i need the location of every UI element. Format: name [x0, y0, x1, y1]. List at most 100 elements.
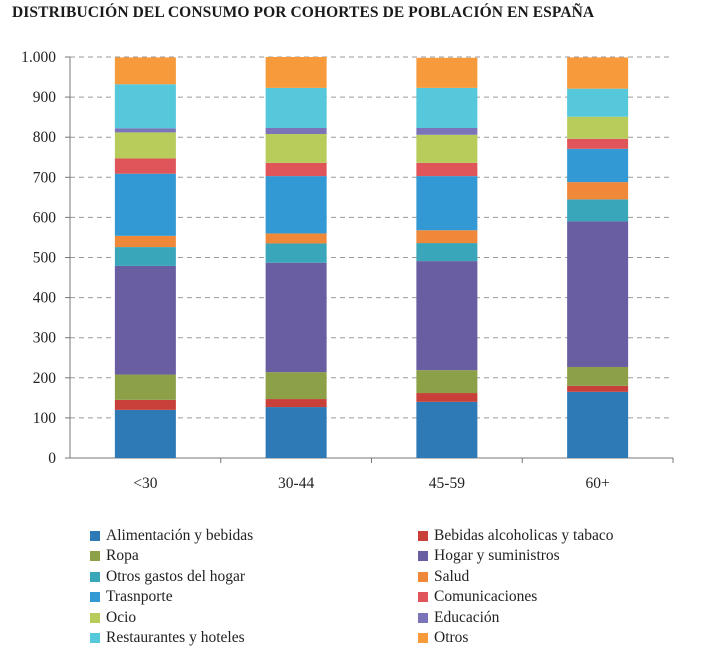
y-tick-label: 200 — [33, 370, 57, 387]
y-tick-label: 700 — [33, 169, 57, 186]
bar-segment — [114, 247, 176, 266]
legend-label: Trasnporte — [106, 588, 173, 606]
legend-item: Otros gastos del hogar — [90, 568, 245, 586]
legend-label: Educación — [434, 608, 500, 626]
stacked-bar-chart: 0 100 200 300 400 500 600 700 800 900 1.000 <30 30-4… — [21, 49, 674, 492]
legend-label: Ocio — [106, 608, 137, 626]
bar-segment — [567, 182, 629, 200]
bar-segment — [114, 158, 176, 174]
bar-segment — [114, 57, 176, 85]
legend-label: Hogar y suministros — [434, 547, 560, 565]
bar-segment — [265, 57, 327, 88]
legend-item: Comunicaciones — [418, 588, 537, 606]
bar-segment — [416, 261, 478, 371]
legend-swatch — [418, 531, 428, 541]
legend-swatch — [418, 551, 428, 562]
bar-segment — [416, 127, 478, 135]
bar-segment — [416, 370, 478, 394]
bar-segment — [416, 393, 478, 402]
y-tick-label: 300 — [33, 330, 57, 347]
bar-segment — [416, 162, 478, 177]
legend-label: Otros — [434, 629, 469, 646]
legend-swatch — [90, 633, 100, 643]
bar-segment — [265, 87, 327, 128]
legend-label: Restaurantes y hoteles — [106, 629, 245, 646]
legend-item: Alimentación y bebidas — [90, 527, 253, 545]
bar-segment — [114, 399, 176, 410]
legend-item: Ocio — [90, 609, 136, 627]
y-tick-label: 1.000 — [21, 49, 56, 66]
legend-swatch — [90, 592, 100, 603]
legend-label: Otros gastos del hogar — [106, 567, 246, 585]
legend-item: Salud — [418, 568, 469, 586]
bar-segment — [265, 133, 327, 163]
bar-segment — [265, 176, 327, 234]
legend-item: Otros — [418, 629, 468, 647]
bar-segment — [416, 134, 478, 163]
y-tick-label: 500 — [33, 250, 57, 267]
bar-segment — [114, 84, 176, 129]
legend-label: Alimentación y bebidas — [106, 527, 254, 544]
x-tick-label: <30 — [133, 475, 157, 492]
bar-segment — [567, 148, 629, 183]
bar-segment — [114, 374, 176, 400]
x-tick-label: 60+ — [586, 475, 610, 492]
bar-segment — [265, 399, 327, 408]
y-tick-label: 0 — [48, 450, 56, 467]
bar-segment — [265, 372, 327, 400]
y-tick-label: 900 — [33, 89, 57, 106]
bar-segment — [265, 407, 327, 458]
legend-label: Comunicaciones — [434, 588, 538, 606]
bar-segment — [265, 127, 327, 134]
bar-segment — [114, 235, 176, 248]
y-tick-label: 100 — [33, 410, 57, 427]
bar-segment — [567, 116, 629, 139]
bar-segment — [114, 128, 176, 133]
bar-segment — [265, 162, 327, 177]
bar-segment — [114, 132, 176, 159]
bar-segment — [567, 391, 629, 458]
legend-swatch — [90, 531, 100, 541]
legend-swatch — [418, 633, 428, 643]
bar-segment — [567, 88, 629, 117]
chart-title: DISTRIBUCIÓN DEL CONSUMO POR COHORTES DE… — [12, 4, 595, 21]
legend-swatch — [90, 612, 100, 623]
bar-segment — [567, 138, 629, 149]
bar-segment — [416, 243, 478, 262]
bar-segment — [567, 57, 629, 89]
bar-segment — [416, 401, 478, 458]
y-tick-label: 800 — [33, 129, 57, 146]
bar-segment — [265, 262, 327, 373]
bar-segment — [114, 265, 176, 375]
x-tick-label: 45-59 — [429, 475, 465, 492]
bar-segment — [567, 199, 629, 222]
x-tick-label: 30-44 — [278, 475, 314, 492]
bar-segment — [567, 385, 629, 392]
legend-swatch — [90, 551, 100, 562]
legend-item: Trasnporte — [90, 588, 173, 606]
y-tick-label: 600 — [33, 209, 57, 226]
legend-item: Bebidas alcoholicas y tabaco — [418, 527, 613, 545]
bar-segment — [114, 173, 176, 236]
bar-segment — [567, 221, 629, 367]
legend-item: Ropa — [90, 547, 139, 565]
legend-swatch — [418, 571, 428, 582]
bar-segment — [416, 87, 478, 128]
bar-segment — [416, 230, 478, 244]
y-tick-label: 400 — [33, 290, 57, 307]
bar-segment — [265, 233, 327, 244]
bar-segment — [416, 57, 478, 88]
bar-segment — [567, 366, 629, 386]
legend-swatch — [90, 571, 100, 582]
legend-item: Hogar y suministros — [418, 547, 560, 565]
bar-segment — [416, 176, 478, 231]
legend-label: Salud — [434, 567, 470, 585]
legend-swatch — [418, 612, 428, 623]
legend-label: Bebidas alcoholicas y tabaco — [434, 527, 614, 544]
legend-item: Restaurantes y hoteles — [90, 629, 245, 647]
bar-segment — [114, 409, 176, 458]
legend-swatch — [418, 592, 428, 603]
legend-label: Ropa — [106, 547, 139, 565]
bar-segment — [265, 243, 327, 263]
legend-item: Educación — [418, 609, 499, 627]
